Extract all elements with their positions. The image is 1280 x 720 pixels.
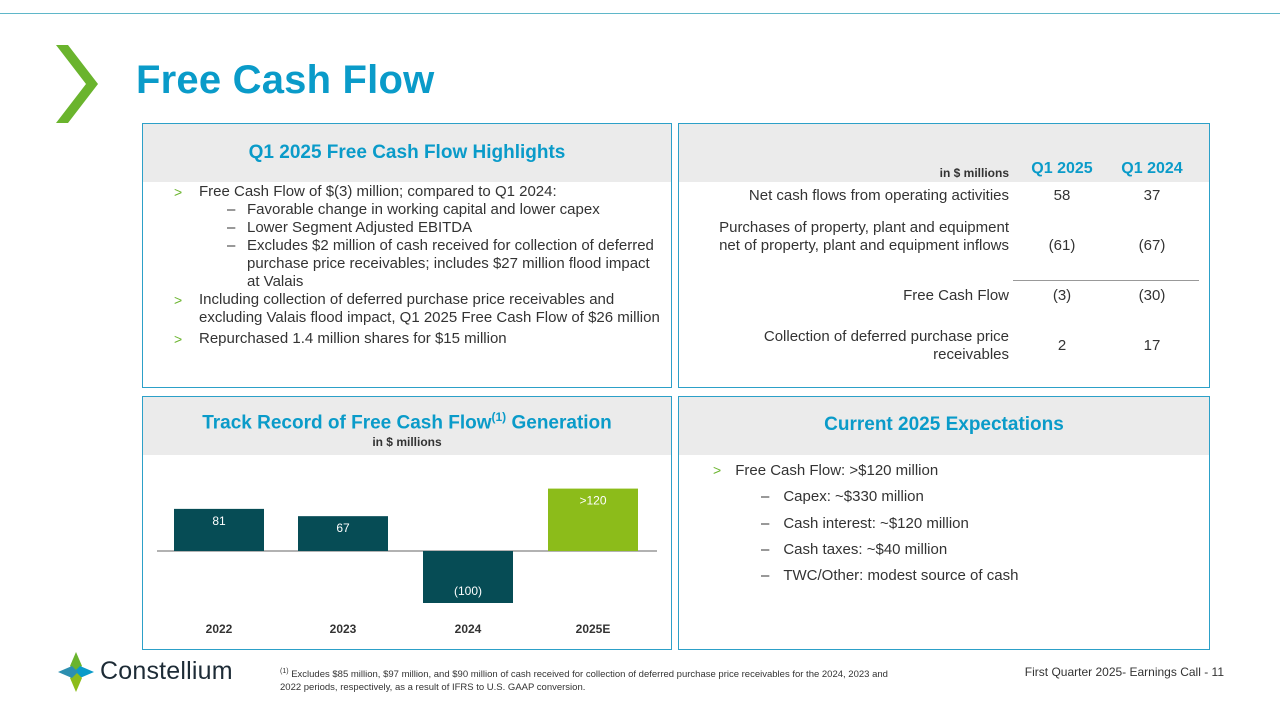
expectation-main: > Free Cash Flow: >$120 million — [713, 462, 939, 479]
table-row-label: Free Cash Flow — [903, 287, 1009, 304]
chart-data-label: 67 — [336, 521, 350, 535]
table-cell: (67) — [1138, 237, 1166, 254]
highlights-title: Q1 2025 Free Cash Flow Highlights — [143, 124, 671, 182]
table-unit-label: in $ millions — [939, 166, 1009, 180]
page-title: Free Cash Flow — [136, 58, 435, 102]
table-row-label: Collection of deferred purchase price re… — [763, 328, 1009, 363]
chart-bar-2025E — [548, 488, 638, 551]
bullet-chevron-icon: > — [174, 184, 183, 200]
table-divider — [1013, 280, 1199, 281]
top-divider — [0, 13, 1280, 14]
table-header-band — [679, 124, 1209, 182]
chart-title: Track Record of Free Cash Flow(1) Genera… — [202, 410, 612, 434]
chart-x-tick-label: 2024 — [455, 622, 482, 636]
footnote: (1) Excludes $85 million, $97 million, a… — [280, 668, 888, 694]
table-row-label: Net cash flows from operating activities — [748, 187, 1009, 204]
bullet-chevron-icon: > — [174, 292, 183, 308]
table-cell: 37 — [1143, 187, 1161, 204]
expectations-title: Current 2025 Expectations — [679, 397, 1209, 455]
chart-data-label: (100) — [454, 584, 482, 598]
fcf-bar-chart: 81 2022 67 2023 (100) 2024 >120 2025E — [157, 488, 657, 636]
highlight-sub-working-capital: – Favorable change in working capital an… — [227, 201, 600, 218]
table-cell: 17 — [1143, 337, 1161, 354]
table-cell: (3) — [1052, 287, 1072, 304]
footer-page-info: First Quarter 2025- Earnings Call - 11 — [1024, 665, 1224, 679]
highlight-bullet-fcf: > Free Cash Flow of $(3) million; compar… — [174, 183, 557, 200]
bullet-chevron-icon: > — [174, 331, 183, 347]
expectations-panel: Current 2025 Expectations > Free Cash Flo… — [678, 396, 1210, 650]
chart-x-tick-label: 2022 — [206, 622, 233, 636]
table-col-q1-2025: Q1 2025 — [1031, 160, 1093, 177]
chart-data-label: >120 — [579, 494, 606, 508]
logo-wordmark: Constellium — [100, 657, 233, 685]
chart-data-label: 81 — [212, 514, 226, 528]
chart-bar-2024 — [423, 551, 513, 603]
highlight-bullet-adjusted: > Including collection of deferred purch… — [174, 291, 660, 326]
table-col-q1-2024: Q1 2024 — [1121, 160, 1183, 177]
chevron-logo-icon — [56, 45, 98, 123]
highlight-sub-excludes: – Excludes $2 million of cash received f… — [227, 237, 654, 290]
expectation-twc: – TWC/Other: modest source of cash — [761, 567, 1019, 584]
chart-header: Track Record of Free Cash Flow(1) Genera… — [143, 397, 671, 455]
chart-bar-2023 — [298, 516, 388, 551]
chart-x-tick-label: 2025E — [576, 622, 611, 636]
highlights-panel: Q1 2025 Free Cash Flow Highlights > Free… — [142, 123, 672, 388]
highlight-sub-ebitda: – Lower Segment Adjusted EBITDA — [227, 219, 473, 236]
table-cell: 58 — [1053, 187, 1071, 204]
chart-bar-2022 — [174, 508, 264, 551]
expectation-taxes: – Cash taxes: ~$40 million — [761, 541, 948, 558]
highlights-list: > Free Cash Flow of $(3) million; compar… — [143, 183, 671, 348]
expectation-interest: – Cash interest: ~$120 million — [761, 515, 969, 532]
highlight-bullet-repurchase: > Repurchased 1.4 million shares for $15… — [174, 330, 507, 347]
chart-subtitle: in $ millions — [372, 435, 442, 450]
cash-flow-table-panel: in $ millions Q1 2025 Q1 2024 Net cash f… — [678, 123, 1210, 388]
table-cell: 2 — [1057, 337, 1067, 354]
table-cell: (61) — [1048, 237, 1076, 254]
track-record-panel: Track Record of Free Cash Flow(1) Genera… — [142, 396, 672, 650]
bullet-chevron-icon: > — [713, 462, 722, 478]
constellium-logo-icon — [58, 652, 94, 692]
chart-x-tick-label: 2023 — [330, 622, 357, 636]
expectation-capex: – Capex: ~$330 million — [761, 488, 924, 505]
table-row-label: Purchases of property, plant and equipme… — [719, 219, 1009, 254]
table-cell: (30) — [1138, 287, 1166, 304]
